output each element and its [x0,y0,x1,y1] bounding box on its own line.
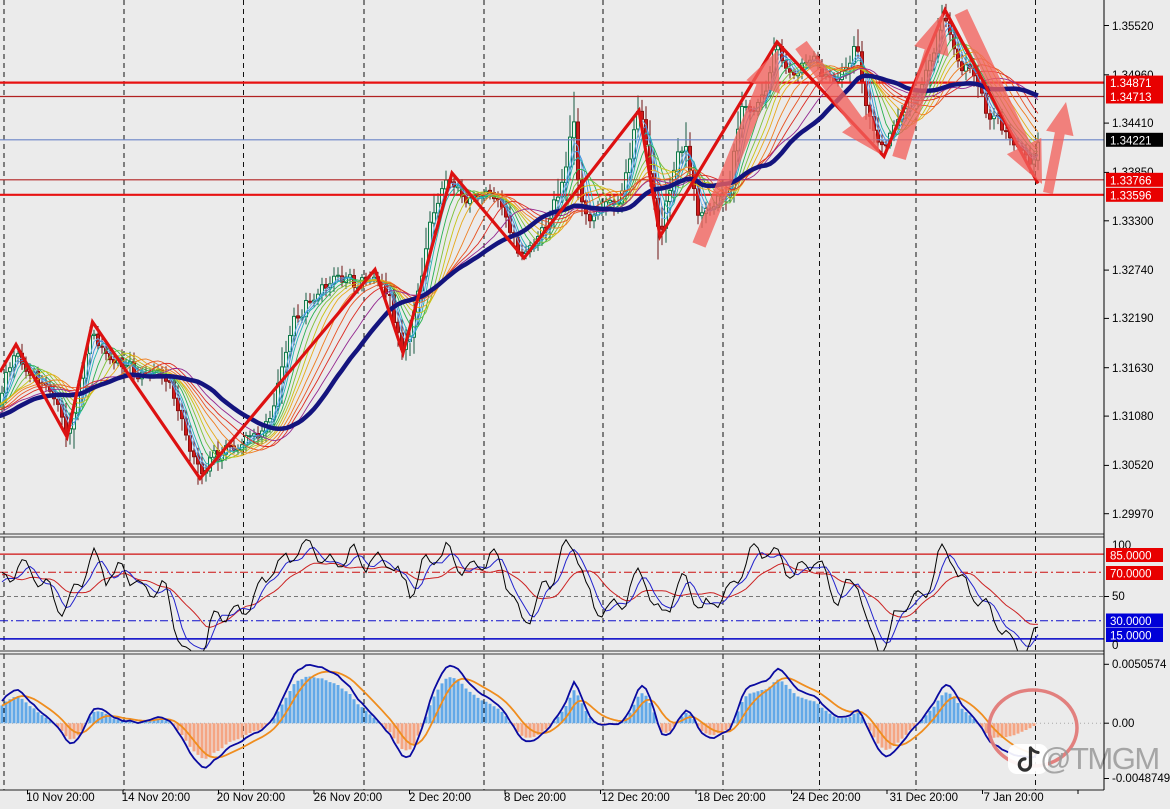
svg-text:1.30520: 1.30520 [1112,460,1154,472]
svg-text:10 Nov 20:00: 10 Nov 20:00 [26,792,94,804]
svg-text:-0.0048749: -0.0048749 [1112,773,1170,785]
svg-text:20 Nov 20:00: 20 Nov 20:00 [217,792,285,804]
svg-text:7 Jan 20:00: 7 Jan 20:00 [984,792,1044,804]
svg-text:0: 0 [1112,640,1118,652]
svg-text:1.34410: 1.34410 [1112,118,1154,130]
svg-text:@TMGM: @TMGM [1040,741,1159,776]
svg-text:1.32740: 1.32740 [1112,265,1154,277]
svg-text:0.00: 0.00 [1112,718,1134,730]
svg-text:1.29970: 1.29970 [1112,509,1154,521]
svg-text:85.0000: 85.0000 [1110,551,1152,563]
svg-text:15.0000: 15.0000 [1110,631,1152,643]
svg-text:1.31630: 1.31630 [1112,363,1154,375]
svg-text:18 Dec 20:00: 18 Dec 20:00 [697,792,765,804]
svg-text:70.0000: 70.0000 [1110,569,1152,581]
svg-text:14 Nov 20:00: 14 Nov 20:00 [122,792,190,804]
svg-text:1.33766: 1.33766 [1110,175,1152,187]
svg-text:1.34221: 1.34221 [1110,135,1152,147]
svg-text:1.31080: 1.31080 [1112,411,1154,423]
svg-text:1.33300: 1.33300 [1112,216,1154,228]
svg-text:8 Dec 20:00: 8 Dec 20:00 [504,792,566,804]
svg-text:1.34713: 1.34713 [1110,92,1152,104]
svg-text:2 Dec 20:00: 2 Dec 20:00 [409,792,471,804]
svg-text:50: 50 [1112,591,1125,603]
svg-text:26 Nov 20:00: 26 Nov 20:00 [314,792,382,804]
svg-text:12 Dec 20:00: 12 Dec 20:00 [601,792,669,804]
svg-text:24 Dec 20:00: 24 Dec 20:00 [792,792,860,804]
svg-text:1.35520: 1.35520 [1112,21,1154,33]
svg-text:1.32190: 1.32190 [1112,313,1154,325]
svg-text:1.33596: 1.33596 [1110,190,1152,202]
svg-text:1.34871: 1.34871 [1110,78,1152,90]
svg-text:31 Dec 20:00: 31 Dec 20:00 [890,792,958,804]
svg-text:30.0000: 30.0000 [1110,616,1152,628]
svg-text:0.0050574: 0.0050574 [1112,659,1167,671]
